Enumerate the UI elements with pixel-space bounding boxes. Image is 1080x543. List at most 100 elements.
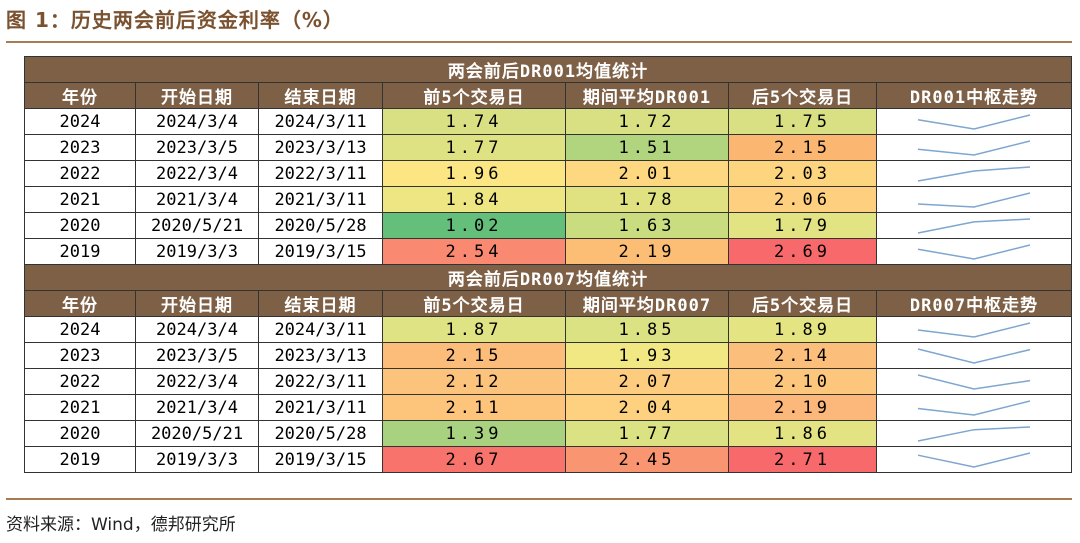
value-cell: 1.78: [565, 186, 729, 213]
value-cell: 2.04: [565, 394, 729, 421]
column-header: 开始日期: [135, 290, 259, 317]
value-cell: 2.06: [728, 186, 877, 213]
table-row: 2024 2024/3/4 2024/3/11 1.74 1.72 1.75: [24, 108, 1072, 135]
value-cell: 2.15: [728, 134, 877, 161]
table-row: 2021 2021/3/4 2021/3/11 2.11 2.04 2.19: [24, 394, 1072, 421]
end-date-cell: 2019/3/15: [258, 446, 383, 473]
value-cell: 1.84: [382, 186, 566, 213]
year-cell: 2021: [24, 394, 136, 421]
trend-sparkline: [917, 139, 1031, 156]
table-row: 2019 2019/3/3 2019/3/15 2.67 2.45 2.71: [24, 446, 1072, 473]
end-date-cell: 2021/3/11: [258, 394, 383, 421]
start-date-cell: 2022/3/4: [135, 160, 259, 187]
start-date-cell: 2023/3/5: [135, 134, 259, 161]
column-header: DR001中枢走势: [876, 82, 1072, 109]
column-header: 结束日期: [258, 82, 383, 109]
value-cell: 1.02: [382, 212, 566, 239]
table-section-title: 两会前后DR007均值统计: [24, 264, 1072, 291]
figure-title: 图 1：历史两会前后资金利率（%）: [6, 8, 344, 32]
value-cell: 1.77: [382, 134, 566, 161]
table-row: 2021 2021/3/4 2021/3/11 1.84 1.78 2.06: [24, 186, 1072, 213]
start-date-cell: 2020/5/21: [135, 420, 259, 447]
sparkline-path: [917, 425, 1031, 442]
start-date-cell: 2023/3/5: [135, 342, 259, 369]
trend-sparkline-cell: [876, 446, 1072, 473]
table-row: 2019 2019/3/3 2019/3/15 2.54 2.19 2.69: [24, 238, 1072, 265]
value-cell: 2.14: [728, 342, 877, 369]
table-band-row: 两会前后DR007均值统计: [24, 264, 1072, 291]
column-header: 开始日期: [135, 82, 259, 109]
value-cell: 1.39: [382, 420, 566, 447]
trend-sparkline-cell: [876, 394, 1072, 421]
end-date-cell: 2023/3/13: [258, 134, 383, 161]
trend-sparkline-cell: [876, 134, 1072, 161]
value-cell: 1.77: [565, 420, 729, 447]
table-row: 2023 2023/3/5 2023/3/13 2.15 1.93 2.14: [24, 342, 1072, 369]
value-cell: 1.86: [728, 420, 877, 447]
table-row: 2023 2023/3/5 2023/3/13 1.77 1.51 2.15: [24, 134, 1072, 161]
column-header: 前5个交易日: [382, 82, 566, 109]
trend-sparkline: [917, 347, 1031, 364]
trend-sparkline: [917, 191, 1031, 208]
year-cell: 2022: [24, 160, 136, 187]
start-date-cell: 2019/3/3: [135, 238, 259, 265]
trend-sparkline: [917, 425, 1031, 442]
start-date-cell: 2021/3/4: [135, 186, 259, 213]
year-cell: 2020: [24, 420, 136, 447]
sparkline-path: [917, 373, 1031, 390]
value-cell: 1.79: [728, 212, 877, 239]
table-header-row: 年份 开始日期 结束日期 前5个交易日 期间平均DR001 后5个交易日 DR001中枢走势: [24, 82, 1072, 109]
table-band-row: 两会前后DR001均值统计: [24, 56, 1072, 83]
value-cell: 2.10: [728, 368, 877, 395]
column-header: DR007中枢走势: [876, 290, 1072, 317]
column-header: 前5个交易日: [382, 290, 566, 317]
value-cell: 2.03: [728, 160, 877, 187]
table-row: 2024 2024/3/4 2024/3/11 1.87 1.85 1.89: [24, 316, 1072, 343]
table-header-row: 年份 开始日期 结束日期 前5个交易日 期间平均DR007 后5个交易日 DR007中枢走势: [24, 290, 1072, 317]
value-cell: 2.15: [382, 342, 566, 369]
start-date-cell: 2019/3/3: [135, 446, 259, 473]
table-row: 2020 2020/5/21 2020/5/28 1.02 1.63 1.79: [24, 212, 1072, 239]
trend-sparkline: [917, 165, 1031, 182]
sparkline-path: [917, 191, 1031, 208]
value-cell: 1.85: [565, 316, 729, 343]
column-header: 后5个交易日: [728, 290, 877, 317]
value-cell: 2.19: [728, 394, 877, 421]
end-date-cell: 2022/3/11: [258, 368, 383, 395]
sparkline-path: [917, 217, 1031, 234]
value-cell: 2.12: [382, 368, 566, 395]
year-cell: 2021: [24, 186, 136, 213]
trend-sparkline: [917, 321, 1031, 338]
value-cell: 2.07: [565, 368, 729, 395]
year-cell: 2024: [24, 108, 136, 135]
source-note: 资料来源：Wind，德邦研究所: [6, 515, 236, 535]
sparkline-path: [917, 165, 1031, 182]
sparkline-path: [917, 321, 1031, 338]
value-cell: 1.75: [728, 108, 877, 135]
sparkline-path: [917, 399, 1031, 416]
trend-sparkline-cell: [876, 368, 1072, 395]
trend-sparkline-cell: [876, 160, 1072, 187]
value-cell: 1.51: [565, 134, 729, 161]
value-cell: 2.54: [382, 238, 566, 265]
year-cell: 2023: [24, 342, 136, 369]
trend-sparkline: [917, 217, 1031, 234]
start-date-cell: 2024/3/4: [135, 316, 259, 343]
sparkline-path: [917, 347, 1031, 364]
column-header: 年份: [24, 82, 136, 109]
trend-sparkline-cell: [876, 420, 1072, 447]
year-cell: 2023: [24, 134, 136, 161]
start-date-cell: 2022/3/4: [135, 368, 259, 395]
column-header: 后5个交易日: [728, 82, 877, 109]
table-row: 2022 2022/3/4 2022/3/11 2.12 2.07 2.10: [24, 368, 1072, 395]
end-date-cell: 2021/3/11: [258, 186, 383, 213]
trend-sparkline-cell: [876, 316, 1072, 343]
trend-sparkline-cell: [876, 238, 1072, 265]
end-date-cell: 2024/3/11: [258, 316, 383, 343]
end-date-cell: 2023/3/13: [258, 342, 383, 369]
top-rule: [6, 41, 1072, 43]
end-date-cell: 2020/5/28: [258, 212, 383, 239]
value-cell: 1.74: [382, 108, 566, 135]
trend-sparkline: [917, 451, 1031, 468]
bottom-rule: [6, 498, 1072, 500]
